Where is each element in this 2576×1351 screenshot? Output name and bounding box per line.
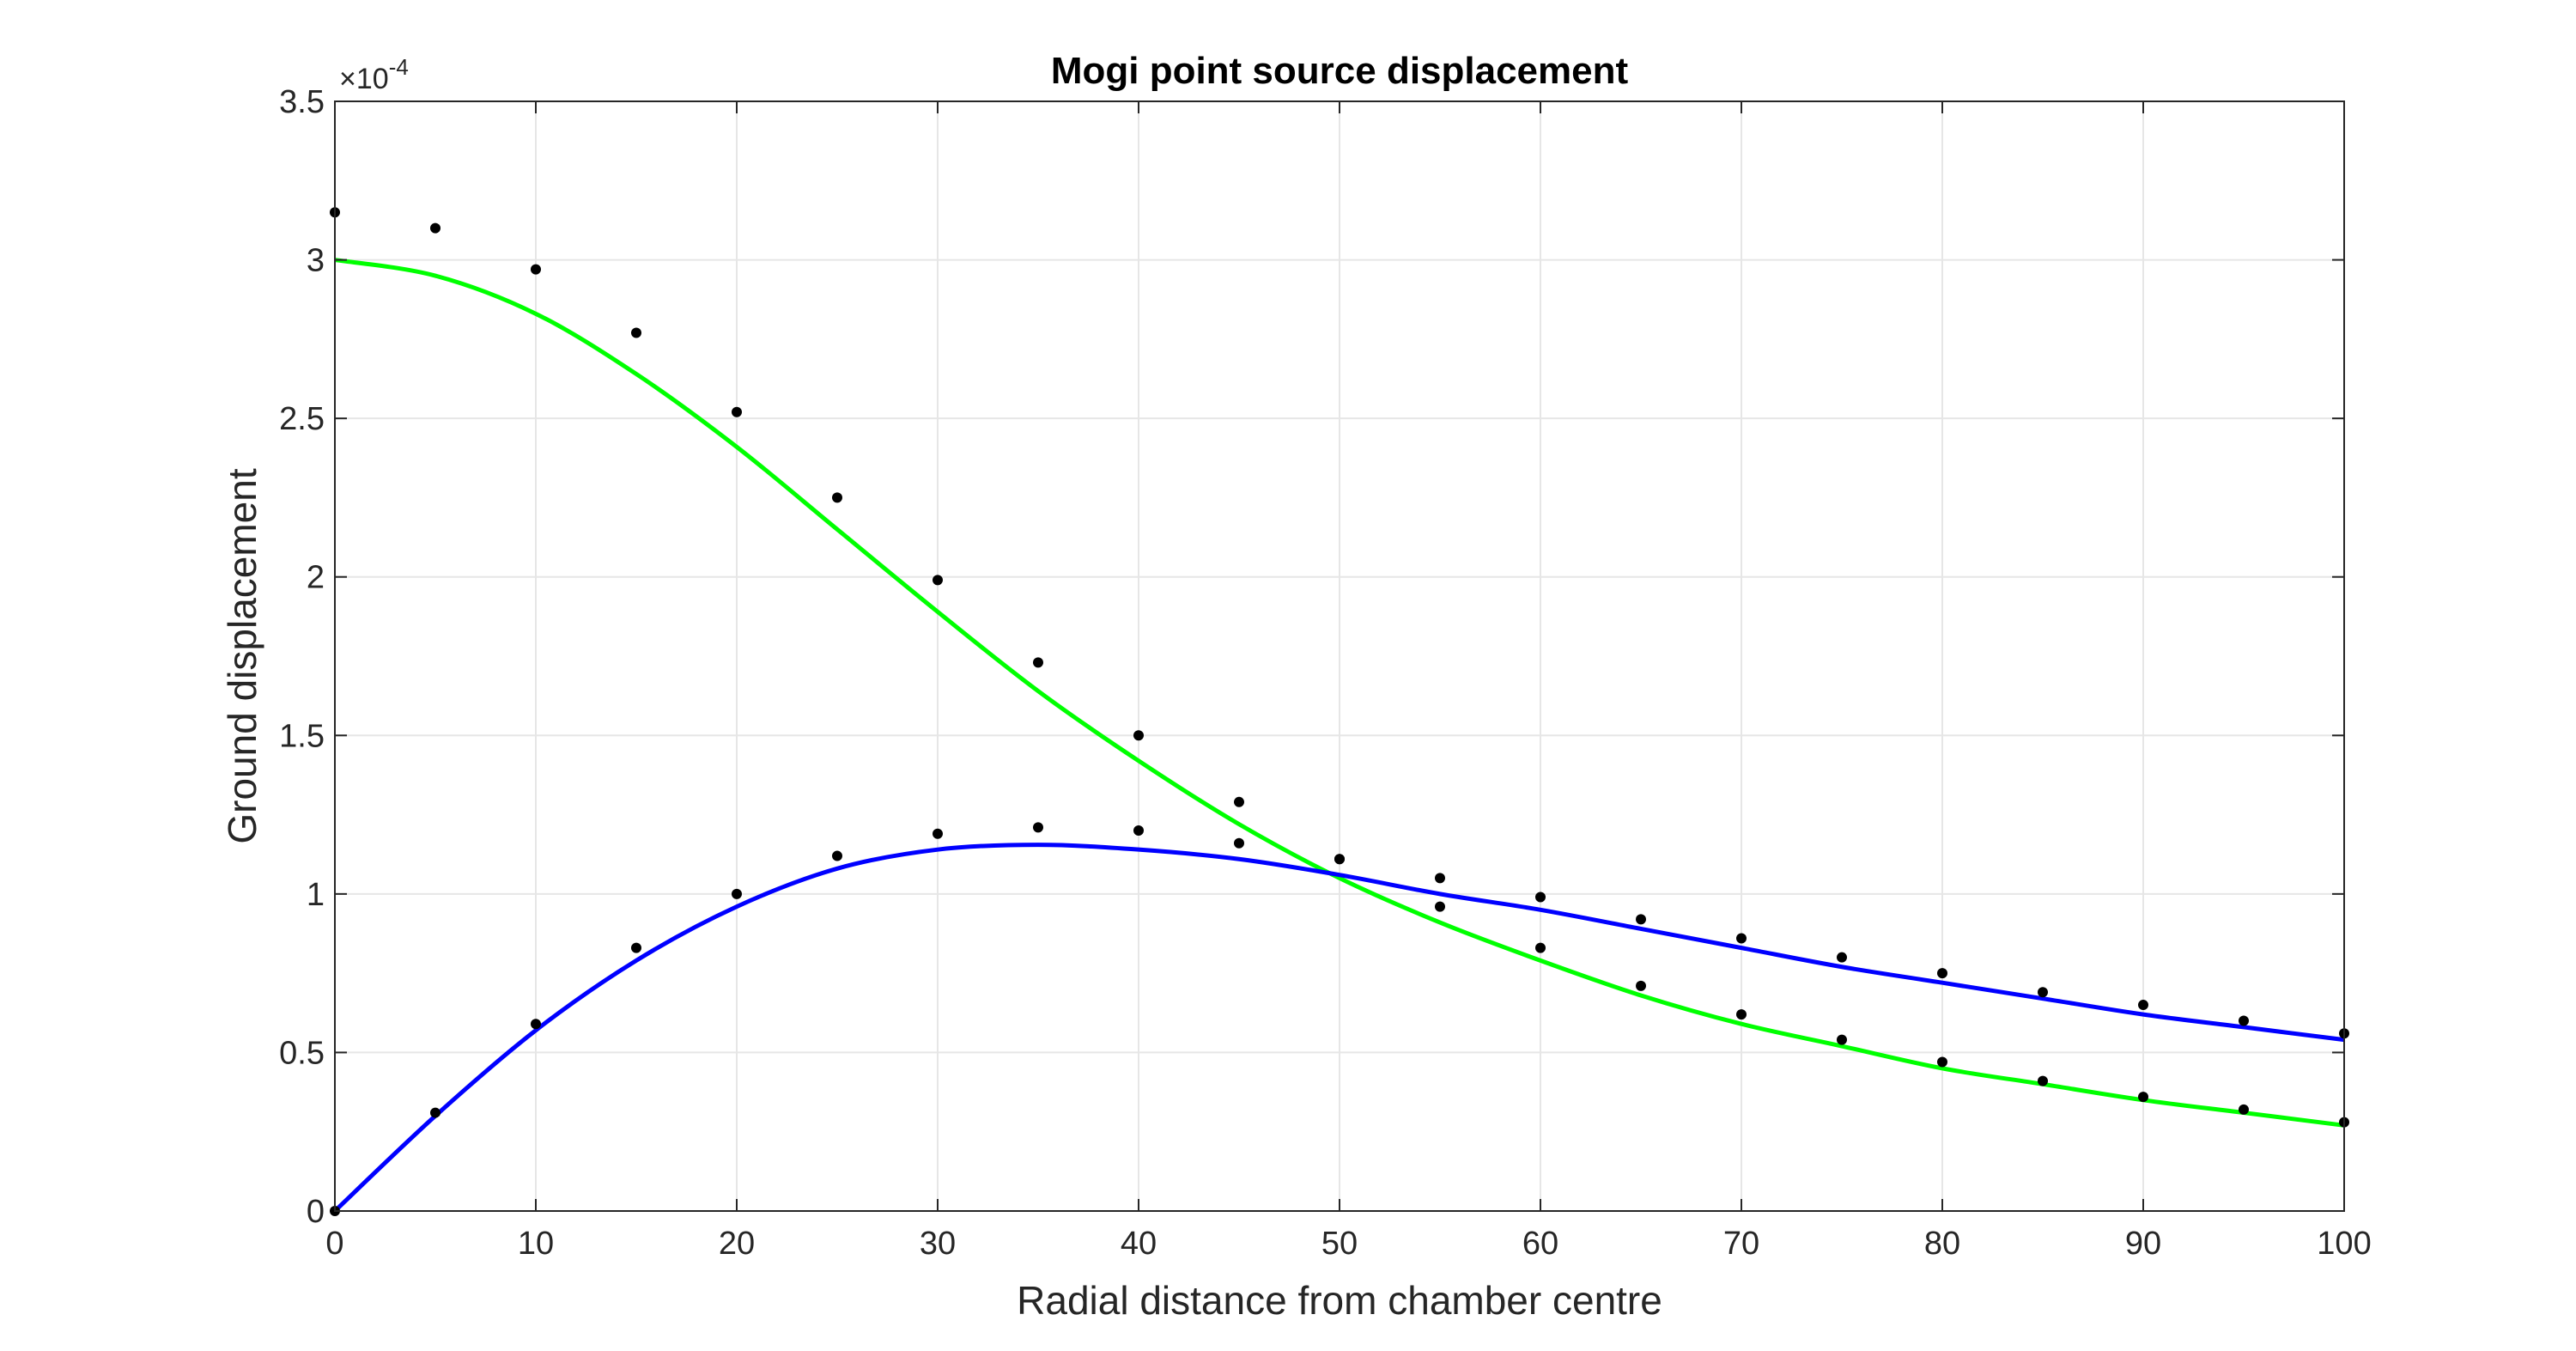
data-point	[1736, 1009, 1747, 1020]
data-point	[2038, 1075, 2048, 1086]
data-point	[631, 942, 641, 953]
y-tick-label: 3	[307, 243, 325, 279]
data-point	[732, 888, 742, 899]
x-tick-label: 60	[1522, 1226, 1558, 1262]
data-point	[631, 327, 641, 338]
data-point	[1636, 914, 1646, 925]
x-tick-label: 30	[920, 1226, 956, 1262]
series-line-0	[334, 258, 2345, 1128]
data-point	[1234, 837, 1244, 849]
x-axis-label: Radial distance from chamber centre	[1017, 1278, 1662, 1323]
data-point	[1033, 822, 1043, 833]
y-tick-label: 0	[307, 1194, 325, 1230]
data-point	[832, 850, 842, 861]
y-exponent-base: ×10	[339, 63, 389, 95]
chart-title: Mogi point source displacement	[1051, 50, 1629, 92]
x-tick-label: 100	[2317, 1226, 2371, 1262]
data-point	[933, 828, 943, 839]
x-tick-label: 80	[1924, 1226, 1960, 1262]
data-point	[430, 222, 440, 234]
data-point	[933, 575, 943, 586]
x-tick-label: 50	[1321, 1226, 1358, 1262]
x-tick-label: 10	[518, 1226, 554, 1262]
data-point	[1535, 942, 1546, 953]
x-tick-label: 40	[1121, 1226, 1157, 1262]
y-tick-label: 2	[307, 560, 325, 596]
data-point	[1636, 980, 1646, 991]
data-point	[2239, 1015, 2249, 1026]
data-point	[732, 406, 742, 417]
x-tick-label: 90	[2125, 1226, 2161, 1262]
data-point	[1033, 657, 1043, 668]
data-point	[1937, 1056, 1947, 1068]
data-point	[430, 1107, 440, 1118]
data-point	[1234, 796, 1244, 807]
data-point	[1937, 968, 1947, 979]
y-tick-label: 1.5	[279, 718, 325, 754]
y-tick-label: 1	[307, 877, 325, 913]
data-point	[2239, 1104, 2249, 1115]
series-line-1	[333, 843, 2345, 1213]
y-tick-label: 3.5	[279, 84, 325, 120]
y-ticks: 0 0.5 1 1.5 2 2.5 3 3.5	[279, 84, 2344, 1230]
y-tick-label: 0.5	[279, 1035, 325, 1071]
data-point	[1837, 952, 1847, 963]
x-ticks: 0 10 20 30 40 50 60 70 80 90 100	[325, 101, 2372, 1262]
data-point	[2138, 1000, 2148, 1011]
data-point	[531, 264, 541, 275]
data-point	[1435, 873, 1445, 884]
data-point	[1133, 730, 1144, 741]
y-axis-label: Ground displacement	[220, 468, 264, 843]
series-layer	[330, 207, 2349, 1216]
y-tick-label: 2.5	[279, 401, 325, 437]
data-point	[1334, 854, 1345, 865]
y-exponent-power: -4	[389, 54, 409, 80]
data-point	[1435, 901, 1445, 912]
y-exponent: ×10-4	[339, 54, 409, 95]
data-point	[832, 492, 842, 503]
data-point	[1837, 1034, 1847, 1045]
x-tick-label: 20	[719, 1226, 755, 1262]
data-point	[1133, 825, 1144, 837]
data-point	[2138, 1092, 2148, 1103]
data-point	[2038, 987, 2048, 998]
x-tick-label: 70	[1723, 1226, 1759, 1262]
x-tick-label: 0	[325, 1226, 343, 1262]
data-point	[1736, 933, 1747, 944]
scatter-series-3	[330, 822, 2349, 1216]
data-point	[531, 1019, 541, 1030]
data-point	[1535, 892, 1546, 903]
